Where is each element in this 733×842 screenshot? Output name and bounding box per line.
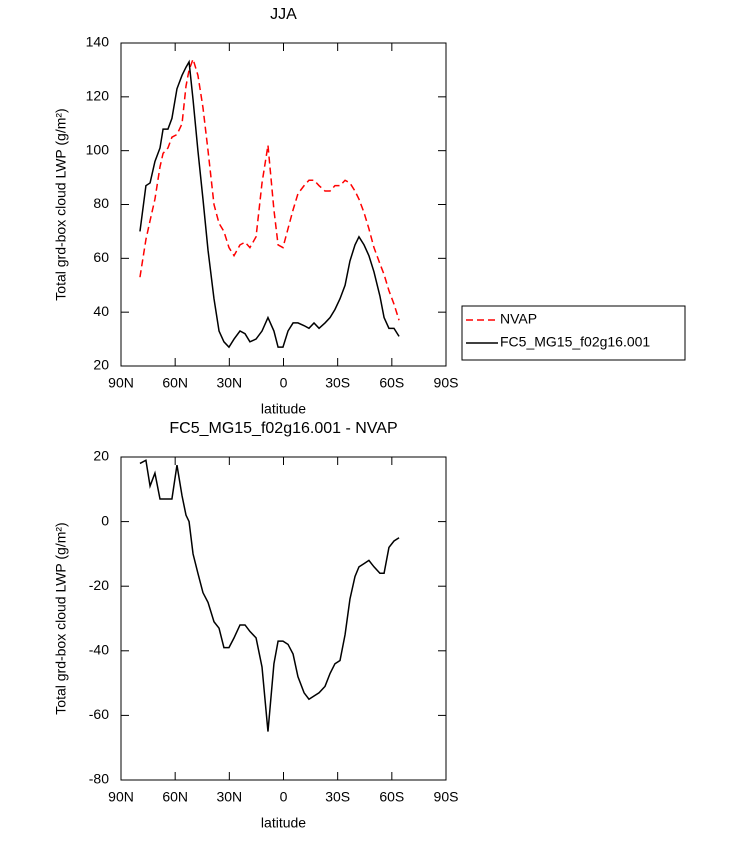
x-tick-label: 60N [162, 375, 188, 391]
y-axis-label: Total grd-box cloud LWP (g/m²) [53, 522, 69, 714]
legend-label: NVAP [500, 311, 537, 327]
legend: NVAP FC5_MG15_f02g16.001 [461, 305, 686, 361]
x-tick-label: 90S [434, 375, 459, 391]
y-tick-label: -60 [89, 706, 109, 722]
x-tick-label: 90N [108, 789, 134, 805]
y-tick-label: 120 [86, 88, 110, 104]
y-tick-label: 20 [93, 448, 109, 464]
x-tick-label: 30N [216, 789, 242, 805]
y-tick-label: 40 [93, 303, 109, 319]
chart-title: JJA [270, 6, 297, 23]
x-tick-label: 0 [280, 789, 288, 805]
x-tick-label: 60N [162, 789, 188, 805]
x-tick-label: 30S [325, 789, 350, 805]
data-line [139, 56, 400, 321]
y-axis-label: Total grd-box cloud LWP (g/m²) [53, 108, 69, 300]
x-tick-label: 90N [108, 375, 134, 391]
plot-frame [120, 42, 447, 367]
legend-box [461, 305, 686, 361]
y-tick-label: 140 [86, 34, 110, 50]
x-tick-label: 30N [216, 375, 242, 391]
x-axis-label: latitude [261, 401, 306, 417]
y-tick-label: 0 [101, 512, 109, 528]
x-tick-label: 30S [325, 375, 350, 391]
y-tick-label: -20 [89, 577, 109, 593]
y-tick-label: 20 [93, 357, 109, 373]
y-tick-label: -80 [89, 771, 109, 787]
x-tick-label: 90S [434, 789, 459, 805]
plot-frame [120, 456, 447, 781]
chart-title: FC5_MG15_f02g16.001 - NVAP [169, 420, 397, 437]
y-tick-label: 100 [86, 141, 110, 157]
y-tick-label: 80 [93, 195, 109, 211]
data-line [139, 459, 400, 732]
data-line [139, 59, 400, 349]
x-tick-label: 60S [379, 789, 404, 805]
y-tick-label: 60 [93, 249, 109, 265]
x-tick-label: 60S [379, 375, 404, 391]
legend-label: FC5_MG15_f02g16.001 [500, 334, 650, 350]
y-tick-label: -40 [89, 642, 109, 658]
x-tick-label: 0 [280, 375, 288, 391]
x-axis-label: latitude [261, 815, 306, 831]
